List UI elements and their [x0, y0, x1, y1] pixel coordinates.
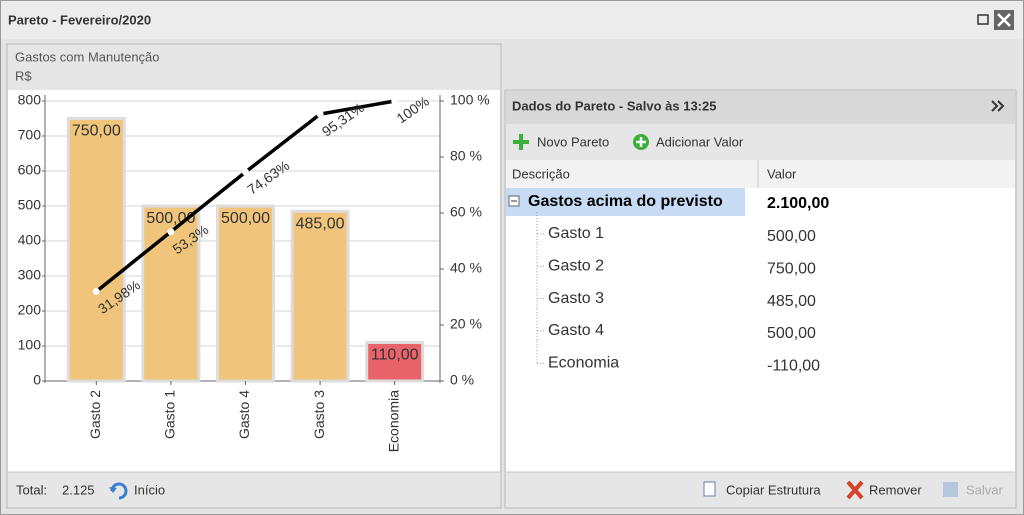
y-tick-label: 100 [18, 337, 42, 353]
home-icon[interactable] [110, 482, 128, 500]
save-icon [943, 482, 958, 497]
y-tick-label: 500 [18, 197, 42, 213]
cumulative-point [242, 168, 249, 176]
y-tick-label: 0 [33, 372, 41, 388]
window-title: Pareto - Fevereiro/2020 [8, 12, 151, 27]
y-tick-label: 400 [18, 232, 42, 248]
row-value: 750,00 [767, 261, 816, 278]
y-tick-label: 700 [18, 127, 42, 143]
y2-tick-label: 20 % [450, 316, 482, 332]
row-value: -110,00 [767, 357, 820, 374]
data-panel-header [506, 91, 1015, 124]
maximize-button[interactable] [977, 14, 989, 25]
bar [290, 209, 350, 383]
total-label: Total: [16, 482, 47, 497]
data-panel-title: Dados do Pareto - Salvo às 13:25 [512, 98, 716, 113]
y-tick-label: 200 [18, 302, 42, 318]
new-icon [513, 134, 529, 150]
y2-tick-label: 80 % [450, 148, 482, 164]
row-label: Gasto 1 [548, 225, 604, 242]
x-tick-label: Gasto 2 [87, 390, 103, 439]
column-header: Valor [767, 166, 797, 181]
row-label: Gasto 3 [548, 290, 604, 307]
remove-icon [846, 480, 864, 500]
row-label: Gasto 2 [548, 258, 604, 275]
row-value: 500,00 [767, 228, 816, 245]
collapse-button[interactable] [991, 100, 1005, 112]
bar [365, 341, 425, 383]
y-tick-label: 300 [18, 267, 42, 283]
table-header [506, 160, 1015, 188]
bar-label: 110,00 [371, 347, 419, 364]
y2-tick-label: 40 % [450, 260, 482, 276]
bar [216, 204, 275, 383]
y2-tick-label: 0 % [450, 372, 474, 388]
action-button[interactable]: Salvar [966, 482, 1004, 497]
root-label: Gastos acima do previsto [528, 193, 723, 210]
action-button[interactable]: Copiar Estrutura [726, 482, 821, 497]
home-button[interactable]: Início [134, 482, 165, 497]
row-label: Gasto 4 [548, 322, 604, 339]
x-tick-label: Economia [385, 390, 401, 452]
home-icon-arrow [109, 487, 117, 493]
bar [66, 117, 126, 383]
x-tick-label: Gasto 1 [162, 390, 178, 439]
bar-label: 485,00 [296, 215, 345, 232]
cumulative-point [167, 228, 175, 236]
y2-tick-label: 60 % [450, 204, 482, 220]
add-icon-plus [636, 137, 646, 147]
total-value: 2.125 [62, 482, 95, 497]
toolbar-button[interactable]: Adicionar Valor [656, 134, 744, 149]
row-label: Economia [548, 354, 619, 371]
bar-label: 750,00 [72, 123, 121, 140]
cumulative-point [316, 110, 324, 118]
column-header: Descrição [512, 166, 570, 181]
root-value: 2.100,00 [767, 195, 829, 212]
chart-title: Gastos com Manutenção [15, 49, 160, 64]
row-value: 485,00 [767, 293, 816, 310]
bar-label: 500,00 [221, 210, 270, 227]
tree: Gasto 1 500,00 Gasto 2 750,00 Gasto 3 485,00 G… [536, 212, 820, 374]
close-icon [997, 13, 1011, 27]
x-tick-label: Gasto 4 [236, 390, 252, 439]
row-value: 500,00 [767, 325, 816, 342]
y2-tick-label: 100 % [450, 92, 490, 108]
action-button[interactable]: Remover [869, 482, 922, 497]
cumulative-point [391, 97, 399, 105]
chart-unit: R$ [15, 68, 32, 83]
y-tick-label: 600 [18, 162, 42, 178]
selected-cell[interactable] [506, 188, 745, 216]
y-tick-label: 800 [18, 92, 42, 108]
title-bar [1, 1, 1023, 39]
cumulative-point [92, 287, 100, 295]
toolbar-button[interactable]: Novo Pareto [537, 134, 609, 149]
copy-icon [703, 481, 716, 497]
x-tick-label: Gasto 3 [311, 390, 327, 439]
tree-body [506, 188, 1015, 472]
